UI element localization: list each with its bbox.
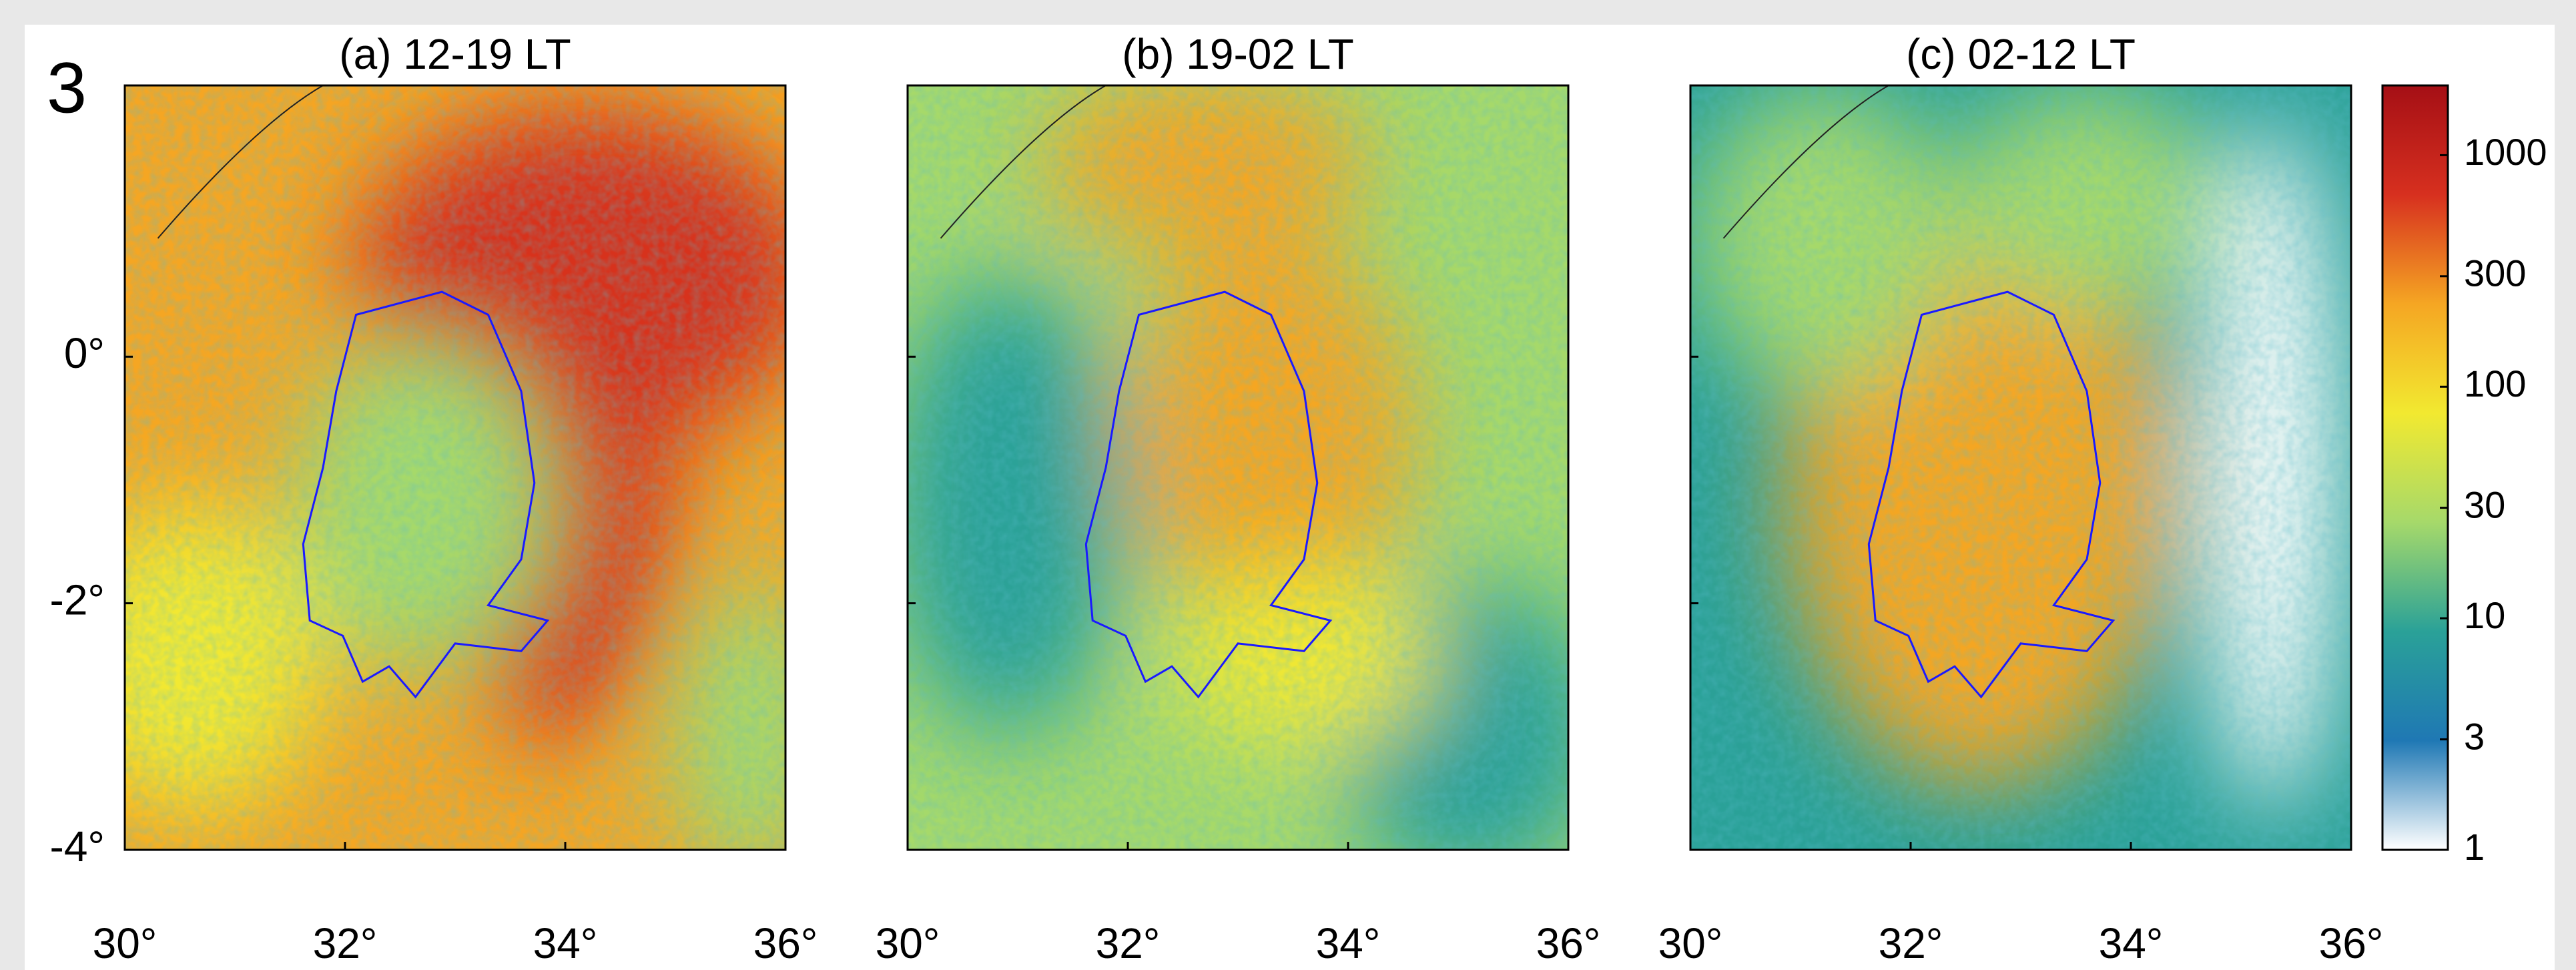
coast-line (940, 85, 1106, 239)
colorbar (2381, 84, 2449, 851)
map-texture (125, 85, 785, 850)
y-tick-label: -4° (50, 822, 105, 871)
x-tick-label: 30° (1658, 919, 1723, 967)
panel-frame (123, 84, 787, 851)
panel-frame (1689, 84, 2352, 851)
x-tick-label: 32° (1879, 919, 1943, 967)
x-tick-label: 34° (533, 919, 598, 967)
x-tick-label: 30° (93, 919, 157, 967)
panel-title: (b) 19-02 LT (1122, 30, 1353, 78)
density-map (1690, 85, 2351, 850)
colorbar-tick-label: 10 (2464, 594, 2505, 636)
map-texture (1690, 85, 2351, 850)
x-tick-label: 34° (2099, 919, 2164, 967)
colorbar-tick-label: 1000 (2464, 131, 2547, 173)
x-tick-label: 30° (876, 919, 940, 967)
lake-outline (302, 290, 550, 699)
colorbar-tick-label: 3 (2464, 715, 2485, 757)
y-tick-label: -2° (50, 576, 105, 624)
x-tick-label: 34° (1316, 919, 1381, 967)
x-tick-label: 32° (313, 919, 378, 967)
lake-outline (1084, 290, 1333, 699)
lake-outline (1867, 290, 2116, 699)
x-tick-label: 36° (1536, 919, 1601, 967)
x-tick-label: 36° (753, 919, 818, 967)
map-texture (908, 85, 1568, 850)
figure-label: 3 (47, 47, 87, 128)
y-tick-label: 0° (64, 329, 105, 377)
density-map (908, 85, 1568, 850)
x-tick-label: 36° (2319, 919, 2384, 967)
panel-title: (c) 02-12 LT (1906, 30, 2136, 78)
panel-title: (a) 12-19 LT (339, 30, 571, 78)
coast-line (157, 85, 324, 239)
x-tick-label: 32° (1096, 919, 1161, 967)
density-map (125, 85, 785, 850)
colorbar-tick-label: 30 (2464, 483, 2505, 525)
colorbar-tick-label: 1 (2464, 826, 2485, 868)
coast-line (1722, 85, 1889, 239)
panel-frame (906, 84, 1570, 851)
colorbar-tick-label: 100 (2464, 362, 2526, 405)
colorbar-tick-label: 300 (2464, 252, 2526, 294)
